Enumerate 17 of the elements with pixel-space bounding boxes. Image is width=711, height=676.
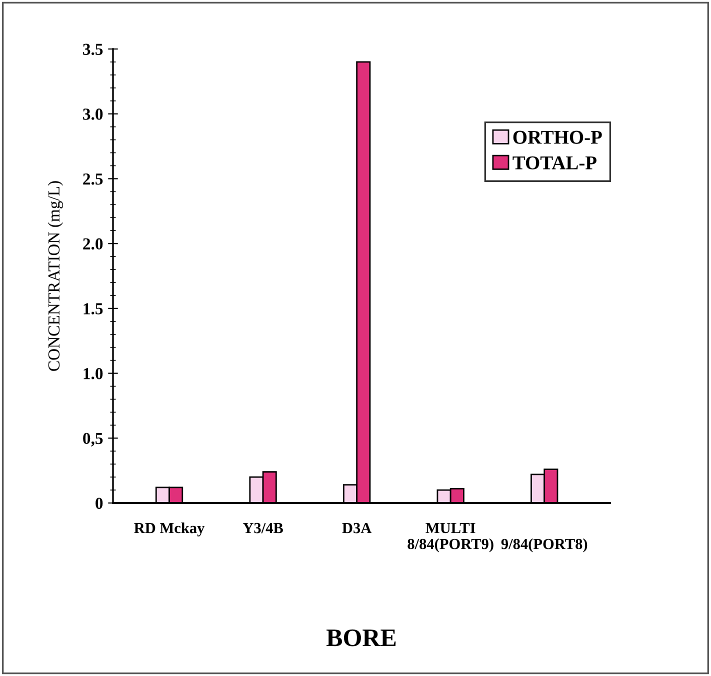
x-tick-label: MULTI 8/84(PORT9): [408, 523, 494, 552]
y-tick-label: 0: [96, 498, 103, 509]
y-tick-label: 3.0: [83, 108, 103, 120]
x-tick-label: D3A: [342, 522, 372, 534]
x-tick-label: 9/84(PORT8): [501, 538, 588, 552]
y-tick-label: 1.5: [84, 303, 103, 314]
y-tick-label: 0,5: [83, 432, 103, 447]
y-tick-label: 2.0: [83, 238, 103, 250]
y-tick-label: 3.5: [83, 44, 103, 56]
x-tick-label: RD Mckay: [134, 522, 205, 536]
x-tick-label: Y3/4B: [242, 522, 283, 534]
legend-label: TOTAL-P: [512, 156, 596, 170]
y-tick-label: 1.0: [84, 368, 103, 380]
y-tick-label: 2.5: [83, 173, 103, 185]
x-axis-title: BORE: [326, 629, 396, 646]
y-axis-title: CONCENTRATION (mg/L): [48, 181, 63, 371]
legend-label: ORTHO-P: [513, 130, 602, 144]
